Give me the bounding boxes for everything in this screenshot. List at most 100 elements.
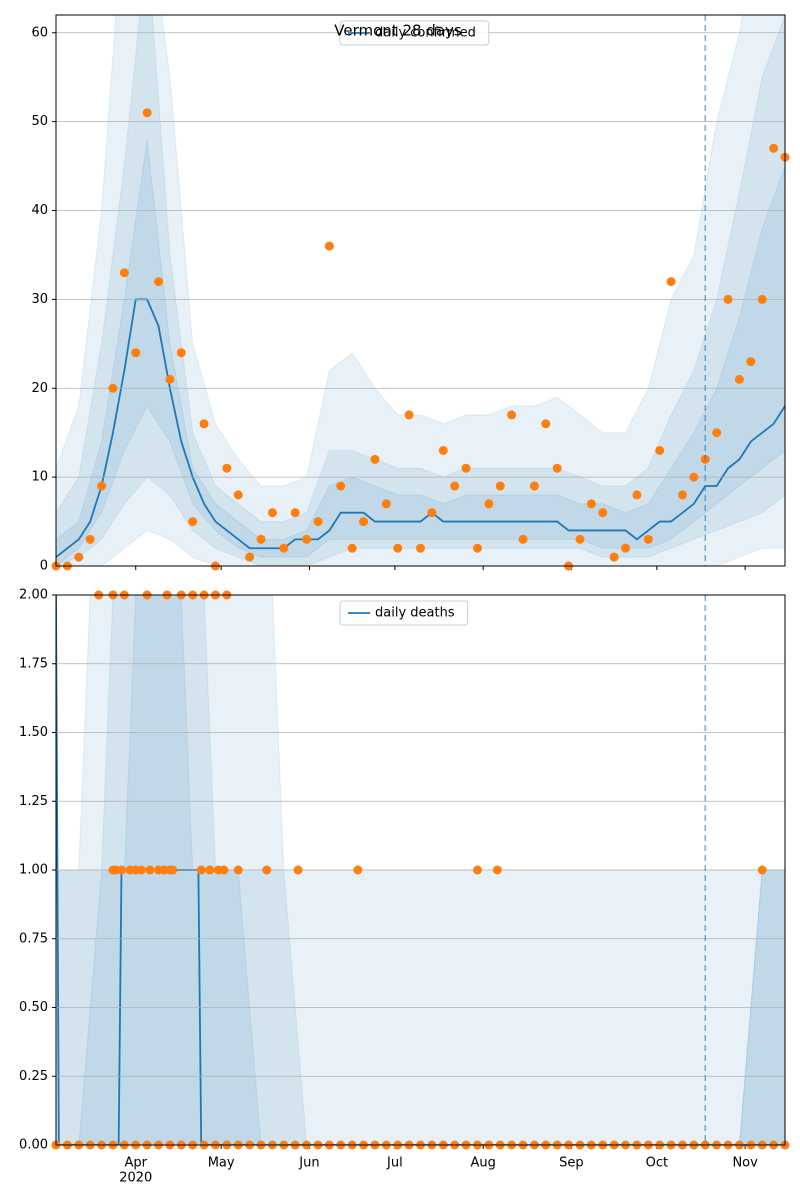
scatter-point: [746, 357, 756, 367]
scatter-point: [188, 517, 198, 527]
x-tick-label: Jul: [386, 1156, 403, 1171]
scatter-point: [347, 543, 357, 553]
scatter-point: [256, 534, 266, 544]
scatter-point: [689, 472, 699, 482]
scatter-point: [609, 552, 619, 562]
scatter-point: [290, 508, 300, 518]
y-tick-label: 0.75: [19, 931, 48, 946]
legend-box: [339, 20, 490, 46]
scatter-point: [324, 241, 334, 251]
scatter-point: [632, 490, 642, 500]
scatter-point: [575, 534, 585, 544]
scatter-point: [154, 277, 164, 287]
scatter-point: [757, 865, 767, 875]
scatter-point: [131, 348, 141, 358]
scatter-point: [267, 508, 277, 518]
scatter-point: [142, 108, 152, 118]
legend-box: [339, 600, 469, 626]
scatter-point: [621, 543, 631, 553]
y-tick-label: 0.00: [19, 1138, 48, 1153]
scatter-point: [495, 481, 505, 491]
scatter-point: [176, 348, 186, 358]
scatter-point: [438, 445, 448, 455]
y-tick-label: 30: [31, 292, 48, 307]
x-tick-label: Oct: [646, 1156, 668, 1171]
scatter-point: [219, 865, 229, 875]
x-tick-label: Jun: [298, 1156, 319, 1171]
line: [56, 298, 785, 558]
scatter-point: [769, 143, 779, 153]
x-tick-label: Sep: [559, 1156, 584, 1171]
scatter-point: [655, 445, 665, 455]
scatter-point: [168, 865, 178, 875]
y-tick-label: 0: [40, 559, 48, 574]
axes-frame: [55, 594, 786, 1146]
y-tick-label: 2.00: [19, 588, 48, 603]
scatter-point: [492, 865, 502, 875]
y-tick-label: 20: [31, 381, 48, 396]
scatter-point: [116, 865, 126, 875]
confidence-band: [56, 15, 785, 566]
scatter-point: [336, 481, 346, 491]
x-tick-label: Apr: [124, 1156, 147, 1171]
y-tick-label: 1.75: [19, 656, 48, 671]
scatter-point: [233, 490, 243, 500]
scatter-point: [598, 508, 608, 518]
x-tick-label: May: [208, 1156, 235, 1171]
scatter-point: [666, 277, 676, 287]
scatter-point: [484, 499, 494, 509]
scatter-point: [302, 534, 312, 544]
y-tick-label: 0.50: [19, 1000, 48, 1015]
scatter-point: [712, 428, 722, 438]
scatter-point: [416, 543, 425, 553]
scatter-point: [245, 552, 255, 562]
scatter-point: [233, 865, 243, 875]
chart-title: Vermont 28 days: [334, 22, 462, 40]
scatter-point: [199, 419, 209, 429]
scatter-point: [734, 374, 744, 384]
scatter-point: [97, 481, 107, 491]
y-tick-label: 40: [31, 203, 48, 218]
scatter-point: [313, 517, 323, 527]
scatter-point: [119, 268, 129, 278]
scatter-point: [643, 534, 653, 544]
y-tick-label: 10: [31, 470, 48, 485]
x-tick-label: Aug: [470, 1156, 495, 1171]
scatter-point: [541, 419, 551, 429]
x-year-label: 2020: [119, 1171, 152, 1186]
scatter-point: [359, 517, 369, 527]
scatter-point: [262, 865, 272, 875]
scatter-point: [108, 383, 118, 393]
y-tick-label: 1.00: [19, 863, 48, 878]
y-tick-label: 60: [31, 25, 48, 40]
scatter-point: [472, 865, 482, 875]
scatter-point: [472, 543, 482, 553]
scatter-point: [586, 499, 596, 509]
scatter-point: [427, 508, 437, 518]
scatter-point: [757, 294, 767, 304]
scatter-point: [381, 499, 391, 509]
scatter-point: [529, 481, 539, 491]
y-tick-label: 50: [31, 114, 48, 129]
y-tick-label: 0.25: [19, 1069, 48, 1084]
legend-label: daily deaths: [375, 606, 455, 621]
scatter-point: [145, 865, 155, 875]
confidence-band: [56, 139, 785, 566]
scatter-point: [393, 543, 403, 553]
scatter-point: [74, 552, 84, 562]
plot-area: [56, 15, 785, 566]
axes-frame: [55, 14, 786, 567]
scatter-point: [507, 410, 517, 420]
scatter-point: [165, 374, 175, 384]
scatter-point: [222, 463, 232, 473]
legend-label: daily confirmed: [375, 26, 476, 41]
scatter-point: [677, 490, 687, 500]
y-tick-label: 1.25: [19, 794, 48, 809]
y-tick-label: 1.50: [19, 725, 48, 740]
scatter-point: [404, 410, 414, 420]
x-tick-label: Nov: [732, 1156, 758, 1171]
scatter-point: [370, 454, 380, 464]
scatter-point: [196, 865, 206, 875]
scatter-point: [279, 543, 289, 553]
scatter-point: [723, 294, 733, 304]
